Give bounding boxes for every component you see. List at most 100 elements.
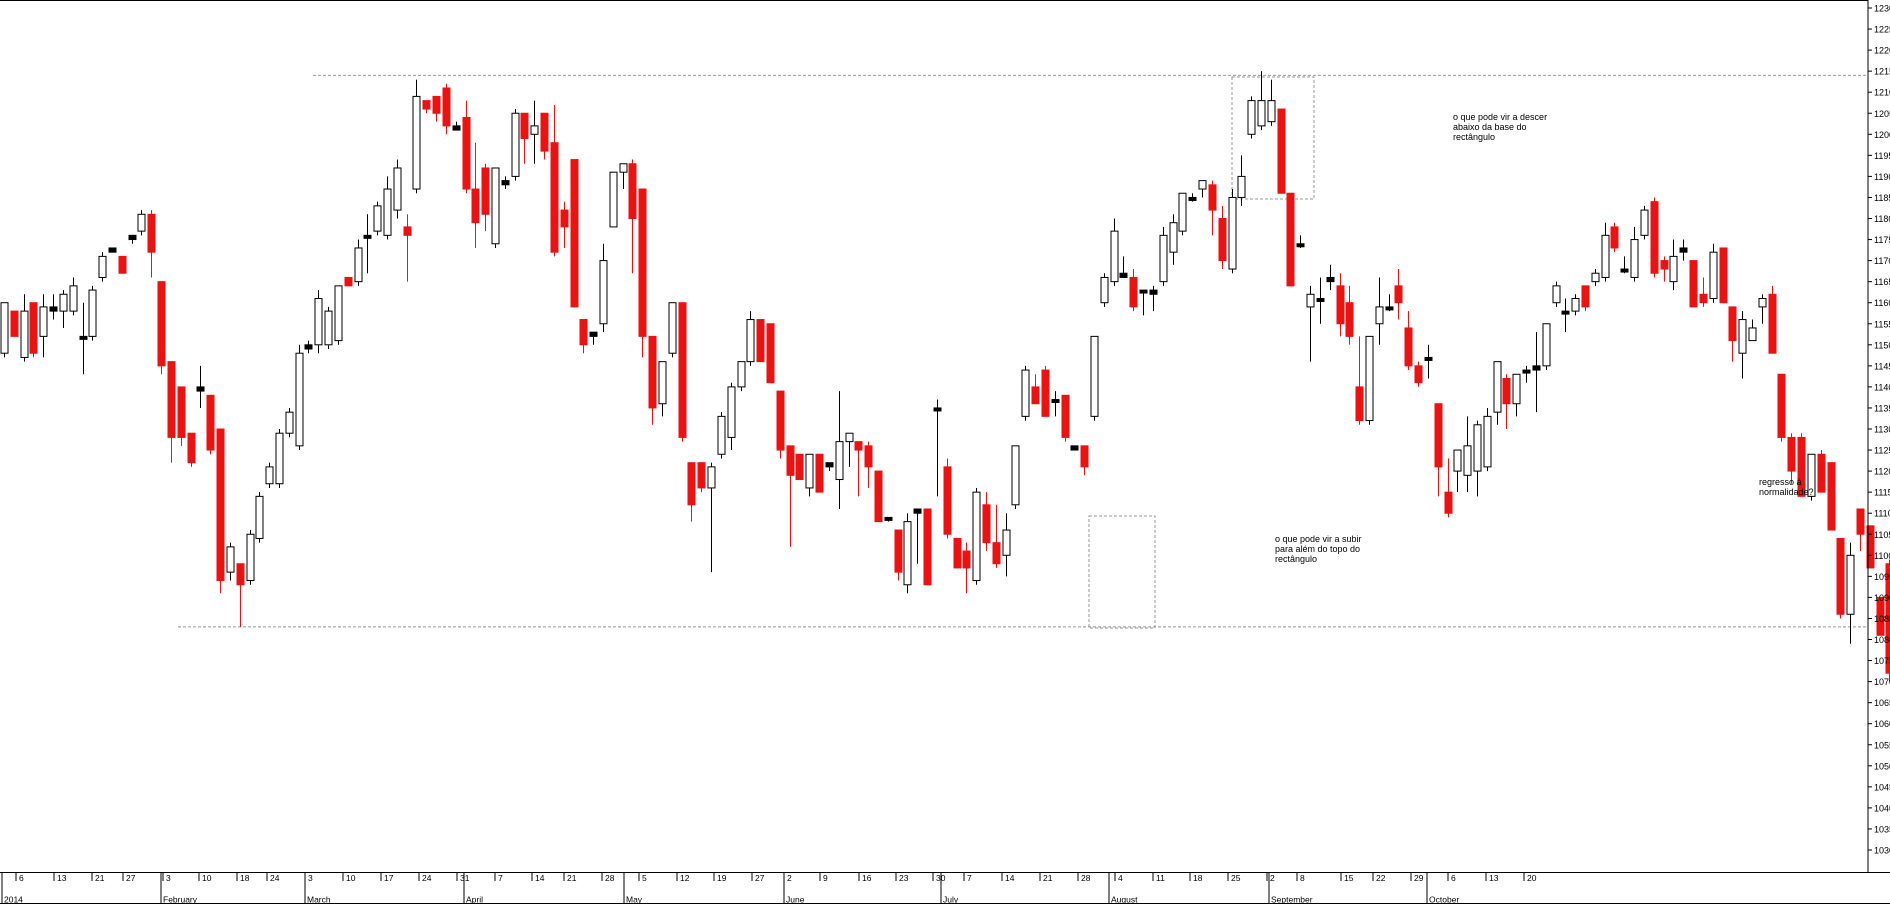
candle-body <box>540 112 549 152</box>
annotation-lower-break: o que pode vir a descer abaixo da base d… <box>1453 112 1548 142</box>
candle <box>69 277 78 316</box>
candle <box>903 513 912 594</box>
candle-body <box>1444 491 1453 514</box>
candle <box>1483 407 1492 472</box>
candle <box>255 492 264 543</box>
y-tick-label: 1030 <box>1874 846 1890 856</box>
candle-body <box>1571 297 1580 312</box>
candle <box>707 462 716 573</box>
candle-body <box>285 411 294 434</box>
candle <box>1228 189 1237 274</box>
candle <box>1218 205 1227 270</box>
candle <box>1444 458 1453 518</box>
candle-body <box>599 260 608 325</box>
candle <box>324 306 333 350</box>
candle <box>1198 180 1207 198</box>
candle <box>1414 361 1423 387</box>
candle-body <box>1051 399 1060 404</box>
y-tick-label: 1105 <box>1874 530 1890 540</box>
y-tick-label: 1110 <box>1874 509 1890 519</box>
candle-body <box>579 319 588 346</box>
x-day-label: 5 <box>642 873 647 883</box>
x-day-label: 6 <box>1451 873 1456 883</box>
candle-body <box>1660 260 1669 270</box>
candle <box>687 462 696 522</box>
candle <box>481 163 490 232</box>
candle-body <box>334 285 343 342</box>
candle-body <box>1011 445 1020 506</box>
x-day-label: 2 <box>1270 873 1275 883</box>
candle <box>344 276 353 287</box>
candle-body <box>1679 247 1688 253</box>
candle <box>1129 269 1138 312</box>
candle-body <box>1453 449 1462 472</box>
candle-body <box>638 188 647 337</box>
candle-body <box>668 302 677 354</box>
candle <box>874 470 883 523</box>
x-day-label: 27 <box>755 873 765 883</box>
candle <box>1493 361 1502 425</box>
rectangle-guides <box>178 74 1868 629</box>
x-month-label: August <box>1111 895 1138 905</box>
y-tick-label: 1060 <box>1874 719 1890 729</box>
candle <box>609 171 618 228</box>
candle-body <box>1827 462 1836 531</box>
y-tick-label: 1220 <box>1874 46 1890 56</box>
candle <box>1336 273 1345 337</box>
candle <box>422 100 431 114</box>
candle-body <box>255 495 264 539</box>
candle-body <box>216 428 225 582</box>
candle-body <box>737 361 746 388</box>
candle <box>1581 285 1590 312</box>
candle <box>766 323 775 384</box>
candle-body <box>1552 285 1561 304</box>
candle-body <box>481 167 490 215</box>
candle <box>1650 197 1659 278</box>
candle <box>1768 285 1777 354</box>
candle <box>0 302 9 358</box>
candle <box>933 399 942 497</box>
candle-body <box>1296 243 1305 248</box>
candle-body <box>1198 180 1207 190</box>
candle <box>59 290 68 328</box>
candle <box>1169 214 1178 265</box>
candle-body <box>756 319 765 363</box>
candle-body <box>854 441 863 451</box>
candle <box>177 386 186 446</box>
candle <box>334 285 343 345</box>
candle-body <box>1738 319 1747 354</box>
candle-body <box>511 112 520 177</box>
y-tick-label: 1150 <box>1874 340 1890 350</box>
candle-body <box>1483 415 1492 468</box>
candle <box>1846 542 1855 644</box>
x-day-label: 21 <box>567 873 577 883</box>
y-tick-label: 1190 <box>1874 172 1890 182</box>
x-day-label: 24 <box>270 873 280 883</box>
candle-body <box>923 508 932 586</box>
candle <box>491 167 500 248</box>
candle-body <box>815 453 824 493</box>
x-day-label: 11 <box>1156 873 1165 883</box>
candle-body <box>1188 196 1197 201</box>
candle-body <box>49 306 58 312</box>
candle-body <box>1365 335 1374 422</box>
candle-body <box>1247 100 1256 135</box>
candle <box>147 210 156 278</box>
candle <box>88 285 97 341</box>
candle <box>648 335 657 425</box>
candle-body <box>864 445 873 468</box>
candle-body <box>560 209 569 228</box>
candle-body <box>972 491 981 582</box>
candle <box>815 453 824 493</box>
candle-body <box>678 302 687 438</box>
candle-body <box>1375 306 1384 325</box>
candle <box>363 214 372 274</box>
y-tick-label: 1160 <box>1874 298 1890 308</box>
x-day-label: 13 <box>57 873 67 883</box>
x-day-label: 28 <box>605 873 615 883</box>
candle-body <box>943 466 952 535</box>
candle <box>560 201 569 248</box>
candle <box>1365 335 1374 425</box>
candle-body <box>1434 403 1443 468</box>
